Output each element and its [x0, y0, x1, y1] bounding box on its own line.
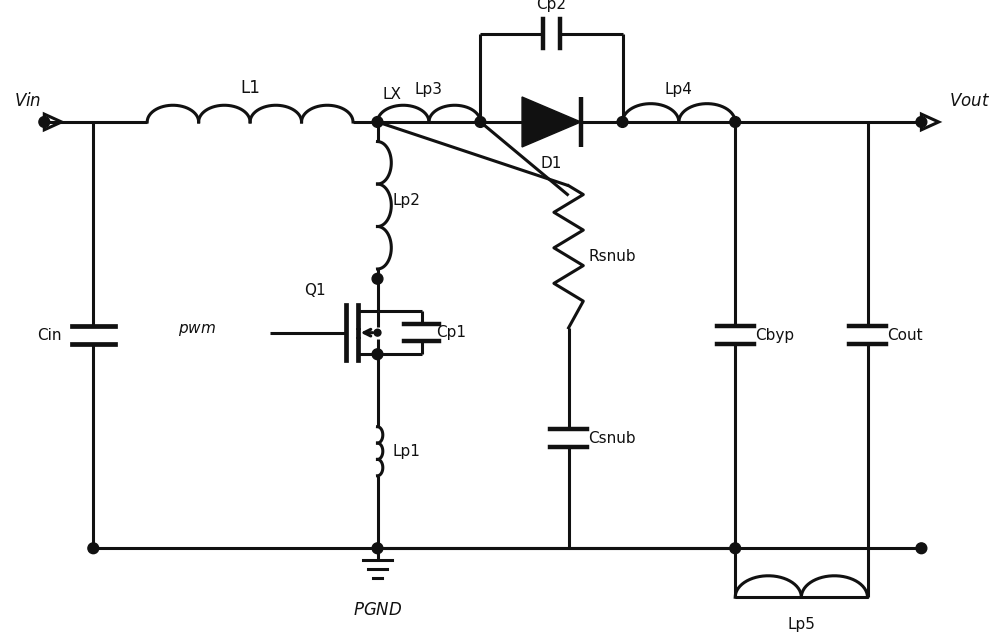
Circle shape	[372, 543, 383, 554]
Text: $PGND$: $PGND$	[353, 602, 402, 619]
Circle shape	[39, 116, 50, 127]
Circle shape	[730, 543, 741, 554]
Text: Lp3: Lp3	[415, 82, 443, 97]
Circle shape	[730, 116, 741, 127]
Text: Q1: Q1	[304, 284, 326, 298]
Circle shape	[916, 116, 927, 127]
Text: Cin: Cin	[37, 328, 62, 342]
Circle shape	[372, 273, 383, 284]
Text: Lp5: Lp5	[787, 617, 815, 632]
Text: $Vin$: $Vin$	[14, 92, 41, 110]
Circle shape	[88, 543, 99, 554]
Text: LX: LX	[382, 87, 401, 103]
Text: $Vout$: $Vout$	[949, 93, 990, 110]
Polygon shape	[522, 97, 581, 147]
Text: Cout: Cout	[887, 328, 923, 342]
Text: L1: L1	[240, 80, 260, 97]
Text: D1: D1	[541, 156, 562, 172]
Circle shape	[374, 329, 381, 336]
Text: Lp1: Lp1	[392, 444, 420, 459]
Circle shape	[916, 543, 927, 554]
Text: Cp2: Cp2	[536, 0, 566, 12]
Text: Csnub: Csnub	[588, 430, 636, 446]
Circle shape	[617, 116, 628, 127]
Text: Cp1: Cp1	[436, 325, 466, 340]
Circle shape	[475, 116, 486, 127]
Text: Cbyp: Cbyp	[755, 328, 794, 342]
Circle shape	[372, 116, 383, 127]
Text: Lp4: Lp4	[665, 82, 693, 97]
Circle shape	[372, 349, 383, 360]
Text: Rsnub: Rsnub	[588, 249, 636, 264]
Text: $pwm$: $pwm$	[178, 322, 216, 338]
Text: Lp2: Lp2	[392, 193, 420, 208]
